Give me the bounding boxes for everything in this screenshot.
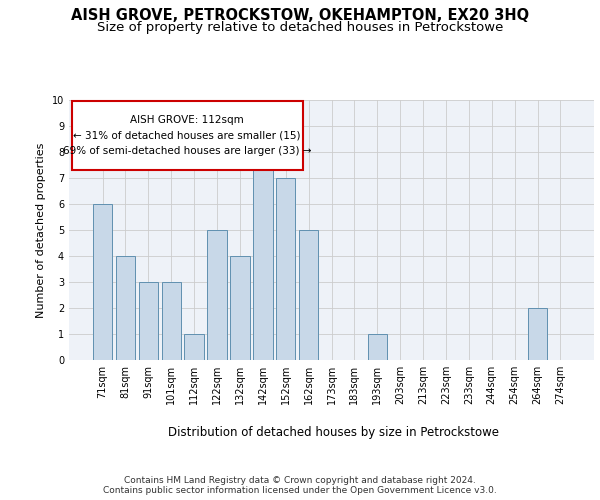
- Bar: [299, 230, 319, 360]
- Bar: [184, 334, 204, 360]
- Bar: [139, 282, 158, 360]
- Bar: [230, 256, 250, 360]
- Bar: [161, 282, 181, 360]
- Y-axis label: Number of detached properties: Number of detached properties: [37, 142, 46, 318]
- Bar: [253, 152, 272, 360]
- Text: Contains HM Land Registry data © Crown copyright and database right 2024.
Contai: Contains HM Land Registry data © Crown c…: [103, 476, 497, 495]
- Text: Size of property relative to detached houses in Petrockstowe: Size of property relative to detached ho…: [97, 21, 503, 34]
- Bar: [368, 334, 387, 360]
- FancyBboxPatch shape: [71, 102, 302, 170]
- Bar: [208, 230, 227, 360]
- Bar: [528, 308, 547, 360]
- Text: Distribution of detached houses by size in Petrockstowe: Distribution of detached houses by size …: [167, 426, 499, 439]
- Bar: [93, 204, 112, 360]
- Text: AISH GROVE: 112sqm
← 31% of detached houses are smaller (15)
69% of semi-detache: AISH GROVE: 112sqm ← 31% of detached hou…: [63, 115, 311, 156]
- Text: AISH GROVE, PETROCKSTOW, OKEHAMPTON, EX20 3HQ: AISH GROVE, PETROCKSTOW, OKEHAMPTON, EX2…: [71, 8, 529, 22]
- Bar: [116, 256, 135, 360]
- Bar: [276, 178, 295, 360]
